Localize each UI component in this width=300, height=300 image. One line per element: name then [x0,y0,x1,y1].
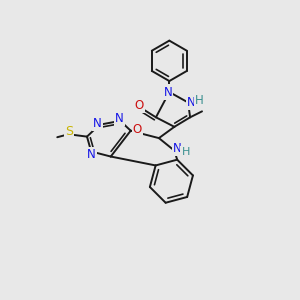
Text: N: N [173,142,182,155]
Text: H: H [182,147,190,157]
Text: H: H [195,94,204,107]
Text: N: N [187,96,195,109]
Text: N: N [87,148,96,161]
Text: N: N [115,112,124,125]
Text: S: S [65,125,73,138]
Text: N: N [93,117,101,130]
Text: O: O [133,123,142,136]
Text: O: O [135,99,144,112]
Text: N: N [164,85,172,98]
